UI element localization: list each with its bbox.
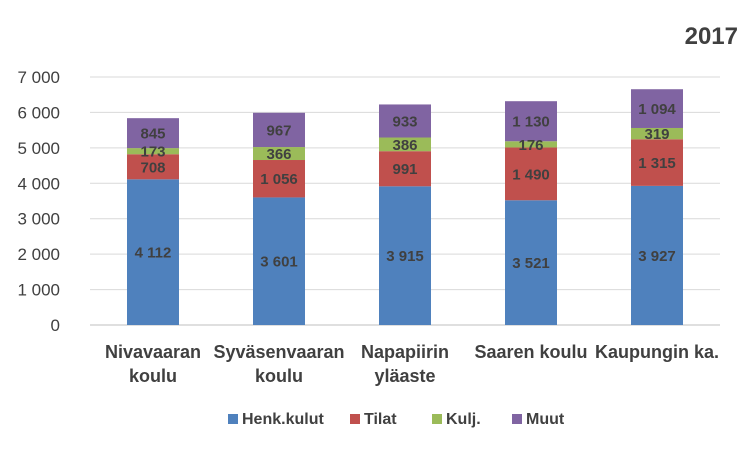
data-label: 1 490: [512, 166, 550, 183]
bar-segment: [631, 89, 683, 128]
bar-segment: [127, 118, 179, 149]
bar-segment: [127, 154, 179, 180]
legend-swatch: [432, 414, 442, 424]
y-tick-label: 7 000: [17, 68, 60, 87]
bar-segment: [379, 104, 431, 138]
data-label: 3 927: [638, 248, 676, 265]
legend-label: Henk.kulut: [242, 411, 324, 428]
legend-label: Tilat: [364, 411, 397, 428]
bar-segment: [505, 147, 557, 201]
y-tick-label: 4 000: [17, 174, 60, 193]
chart-title: 2017: [685, 23, 738, 50]
data-label: 366: [266, 146, 291, 163]
data-label: 3 521: [512, 255, 550, 272]
bar-segment: [253, 147, 305, 161]
legend-swatch: [350, 414, 360, 424]
x-tick-label: Napapiirin yläaste: [361, 342, 449, 386]
bar-segment: [631, 139, 683, 186]
data-label: 319: [644, 126, 669, 143]
data-label: 1 130: [512, 114, 550, 131]
data-label: 845: [140, 126, 165, 143]
bar-segment: [127, 148, 179, 155]
bar-segment: [505, 200, 557, 325]
bar-segment: [505, 101, 557, 142]
x-tick-label: Syväsenvaaran koulu: [213, 342, 344, 386]
data-label: 1 056: [260, 171, 298, 188]
bar-segment: [253, 197, 305, 325]
bar-segment: [379, 151, 431, 187]
x-tick-label: Kaupungin ka.: [595, 342, 719, 362]
data-label: 386: [392, 137, 417, 154]
legend-label: Muut: [526, 411, 565, 428]
data-label: 3 915: [386, 248, 424, 265]
y-tick-label: 2 000: [17, 245, 60, 264]
bar-segment: [505, 141, 557, 148]
legend-swatch: [228, 414, 238, 424]
y-tick-label: 3 000: [17, 210, 60, 229]
y-tick-label: 0: [51, 316, 60, 335]
legend-swatch: [512, 414, 522, 424]
data-label: 1 315: [638, 155, 676, 172]
bar-segment: [127, 179, 179, 325]
y-tick-label: 5 000: [17, 139, 60, 158]
legend-label: Kulj.: [446, 411, 481, 428]
bar-segment: [631, 127, 683, 140]
data-label: 708: [140, 159, 165, 176]
bar-segment: [253, 160, 305, 198]
bar-segment: [631, 185, 683, 325]
data-label: 3 601: [260, 254, 298, 271]
bar-segment: [379, 137, 431, 152]
data-label: 967: [266, 122, 291, 139]
y-tick-label: 1 000: [17, 281, 60, 300]
legend: Henk.kulut Tilat Kulj. Muut: [228, 411, 565, 428]
data-label: 991: [392, 161, 417, 178]
bar-segment: [379, 186, 431, 325]
data-label: 933: [392, 113, 417, 130]
data-label: 1 094: [638, 101, 676, 118]
data-label: 176: [518, 137, 543, 154]
x-tick-label: Nivavaaran koulu: [105, 342, 201, 386]
data-label: 4 112: [135, 245, 172, 262]
y-tick-label: 6 000: [17, 103, 60, 122]
bar-segment: [253, 112, 305, 148]
x-tick-label: Saaren koulu: [474, 342, 587, 362]
data-label: 173: [140, 144, 165, 161]
